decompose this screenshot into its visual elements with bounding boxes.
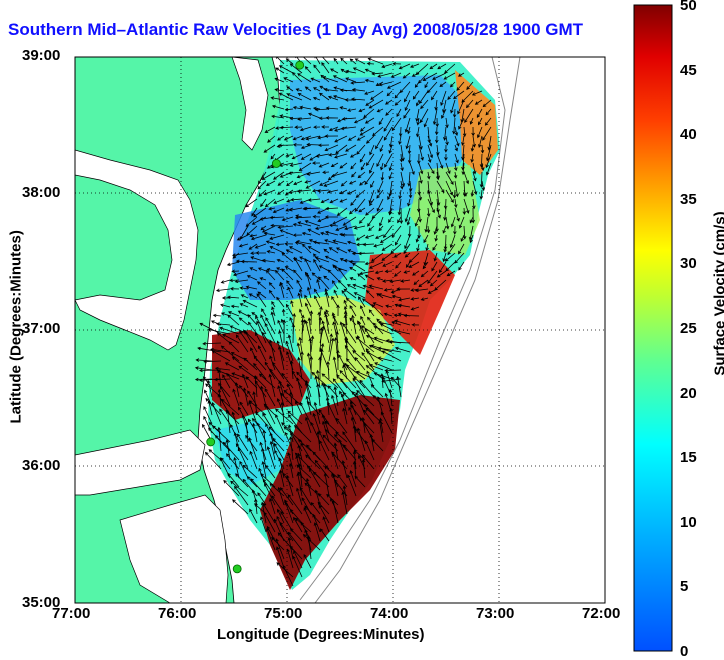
colorbar-tick: 50 (680, 0, 697, 14)
y-axis-label: Latitude (Degrees:Minutes) (8, 234, 25, 424)
station-marker (272, 159, 280, 167)
colorbar-tick: 40 (680, 126, 697, 143)
colorbar-tick: 20 (680, 385, 697, 402)
x-axis-label: Longitude (Degrees:Minutes) (217, 626, 425, 643)
station-marker (233, 565, 241, 573)
x-tick-label: 76:00 (158, 605, 196, 622)
colorbar-tick: 0 (680, 643, 688, 660)
y-tick-label: 37:00 (22, 320, 60, 337)
colorbar-tick: 30 (680, 255, 697, 272)
x-tick-label: 74:00 (370, 605, 408, 622)
station-marker (207, 438, 215, 446)
colorbar-label: Surface Velocity (cm/s) (712, 194, 724, 394)
y-tick-label: 35:00 (22, 594, 60, 611)
colorbar-tick: 5 (680, 578, 688, 595)
x-tick-label: 73:00 (476, 605, 514, 622)
x-tick-label: 72:00 (582, 605, 620, 622)
y-tick-label: 39:00 (22, 47, 60, 64)
station-marker (296, 61, 304, 69)
colorbar-tick: 25 (680, 320, 697, 337)
colorbar-tick: 15 (680, 449, 697, 466)
colorbar-tick: 10 (680, 514, 697, 531)
colorbar (634, 5, 672, 651)
x-tick-label: 75:00 (264, 605, 302, 622)
colorbar-tick: 45 (680, 62, 697, 79)
y-tick-label: 36:00 (22, 457, 60, 474)
colorbar-tick: 35 (680, 191, 697, 208)
y-tick-label: 38:00 (22, 184, 60, 201)
